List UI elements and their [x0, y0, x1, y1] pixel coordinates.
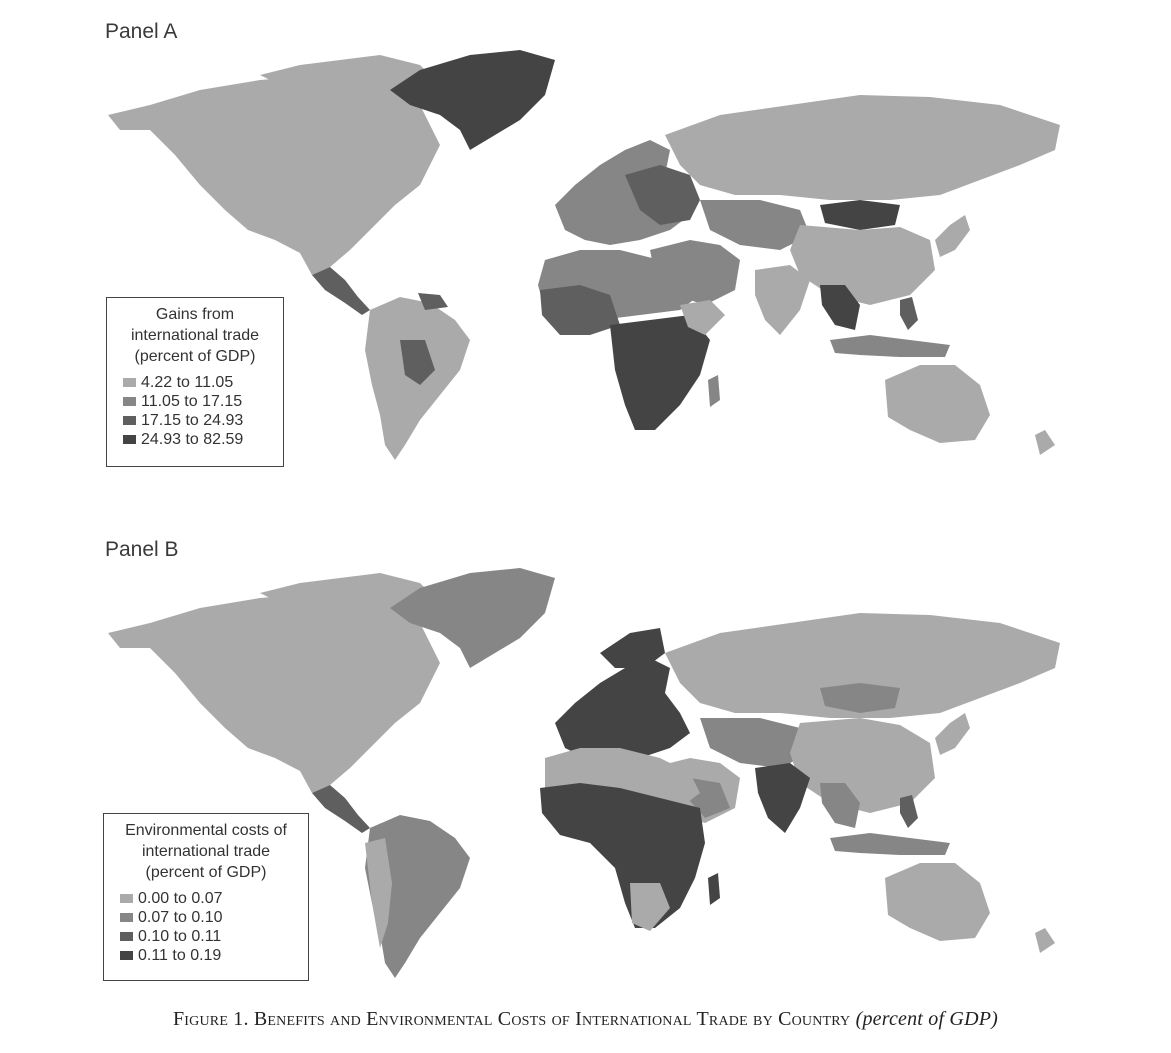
region-australia: [885, 365, 990, 443]
legend-range-label: 0.00 to 0.07: [138, 889, 223, 907]
legend-swatch: [120, 894, 133, 903]
legend-range-label: 4.22 to 11.05: [141, 373, 234, 391]
legend-range-label: 11.05 to 17.15: [141, 392, 243, 410]
legend-swatch: [120, 951, 133, 960]
region-japan: [935, 713, 970, 755]
region-central-america: [312, 785, 370, 833]
region-india: [755, 265, 810, 335]
region-central-america: [312, 267, 370, 315]
region-madagascar: [708, 375, 720, 407]
legend-title-line: international trade: [141, 843, 271, 860]
region-philippines: [900, 795, 918, 828]
panel-a-label: Panel A: [105, 20, 178, 43]
region-venezuela: [418, 293, 448, 310]
legend-swatch: [123, 435, 136, 444]
region-japan: [935, 215, 970, 257]
region-arctic-islands: [260, 55, 440, 95]
region-indonesia: [830, 335, 950, 357]
legend-swatch: [123, 378, 136, 387]
legend-range-label: 0.07 to 0.10: [138, 908, 223, 926]
legend-items: 4.22 to 11.05 11.05 to 17.15 17.15 to 24.9…: [123, 373, 283, 449]
region-southern-africa: [630, 883, 670, 931]
world-map-panel-b: [108, 568, 1060, 978]
region-arctic-islands: [260, 573, 440, 613]
region-central-asia: [700, 718, 810, 768]
legend-item: 0.00 to 0.07: [120, 889, 308, 908]
region-mongolia: [820, 683, 900, 713]
panel-b-label: Panel B: [105, 538, 179, 561]
region-west-africa: [540, 285, 620, 335]
region-north-america: [108, 75, 440, 275]
legend-title: Environmental costs of international tra…: [104, 820, 308, 883]
region-philippines: [900, 297, 918, 330]
legend-item: 0.11 to 0.19: [120, 946, 308, 965]
region-central-south-africa: [610, 315, 710, 430]
region-scandinavia: [600, 628, 665, 668]
legend-title: Gains from international trade (percent …: [107, 304, 283, 367]
region-china: [790, 718, 935, 813]
region-greenland: [390, 568, 555, 668]
legend-range-label: 0.10 to 0.11: [138, 927, 222, 945]
legend-swatch: [120, 932, 133, 941]
legend-swatch: [123, 397, 136, 406]
legend-title-line: (percent of GDP): [145, 864, 267, 881]
region-russia: [665, 95, 1060, 200]
caption-suffix: (percent of GDP): [855, 1008, 998, 1030]
legend-title-line: Gains from: [155, 306, 235, 323]
legend-item: 11.05 to 17.15: [123, 392, 283, 411]
region-new-zealand: [1035, 928, 1055, 953]
legend-items: 0.00 to 0.07 0.07 to 0.10 0.10 to 0.11 0.11…: [120, 889, 308, 965]
region-greenland: [390, 50, 555, 150]
region-australia: [885, 863, 990, 941]
legend-title-line: international trade: [130, 327, 260, 344]
region-new-zealand: [1035, 430, 1055, 455]
legend-range-label: 17.15 to 24.93: [141, 411, 244, 429]
legend-panel-a: Gains from international trade (percent …: [106, 297, 284, 467]
region-madagascar: [708, 873, 720, 905]
legend-item: 0.07 to 0.10: [120, 908, 308, 927]
region-russia: [665, 613, 1060, 718]
region-southeast-asia: [820, 285, 860, 330]
legend-item: 0.10 to 0.11: [120, 927, 308, 946]
legend-item: 17.15 to 24.93: [123, 411, 283, 430]
region-china: [790, 225, 935, 305]
region-mongolia: [820, 200, 900, 230]
region-south-america: [365, 815, 470, 978]
legend-range-label: 0.11 to 0.19: [138, 946, 222, 964]
region-central-asia: [700, 200, 810, 250]
legend-panel-b: Environmental costs of international tra…: [103, 813, 309, 981]
legend-item: 4.22 to 11.05: [123, 373, 283, 392]
legend-swatch: [123, 416, 136, 425]
figure-caption: Figure 1. Benefits and Environmental Cos…: [0, 1008, 1171, 1031]
region-horn-of-africa: [680, 300, 725, 335]
region-north-america: [108, 593, 440, 793]
legend-swatch: [120, 913, 133, 922]
legend-title-line: Environmental costs of: [125, 822, 287, 839]
world-map-panel-a: [108, 50, 1060, 460]
region-sub-saharan-africa: [540, 783, 705, 928]
legend-range-label: 24.93 to 82.59: [141, 430, 244, 448]
region-bolivia-paraguay: [400, 340, 435, 385]
legend-title-line: (percent of GDP): [134, 348, 256, 365]
region-eastern-europe: [625, 165, 700, 225]
region-india: [755, 763, 810, 833]
legend-item: 24.93 to 82.59: [123, 430, 283, 449]
region-indonesia: [830, 833, 950, 855]
region-europe: [555, 658, 690, 763]
region-andes: [365, 838, 392, 948]
region-southeast-asia: [820, 783, 860, 828]
caption-main: Figure 1. Benefits and Environmental Cos…: [172, 1008, 851, 1030]
